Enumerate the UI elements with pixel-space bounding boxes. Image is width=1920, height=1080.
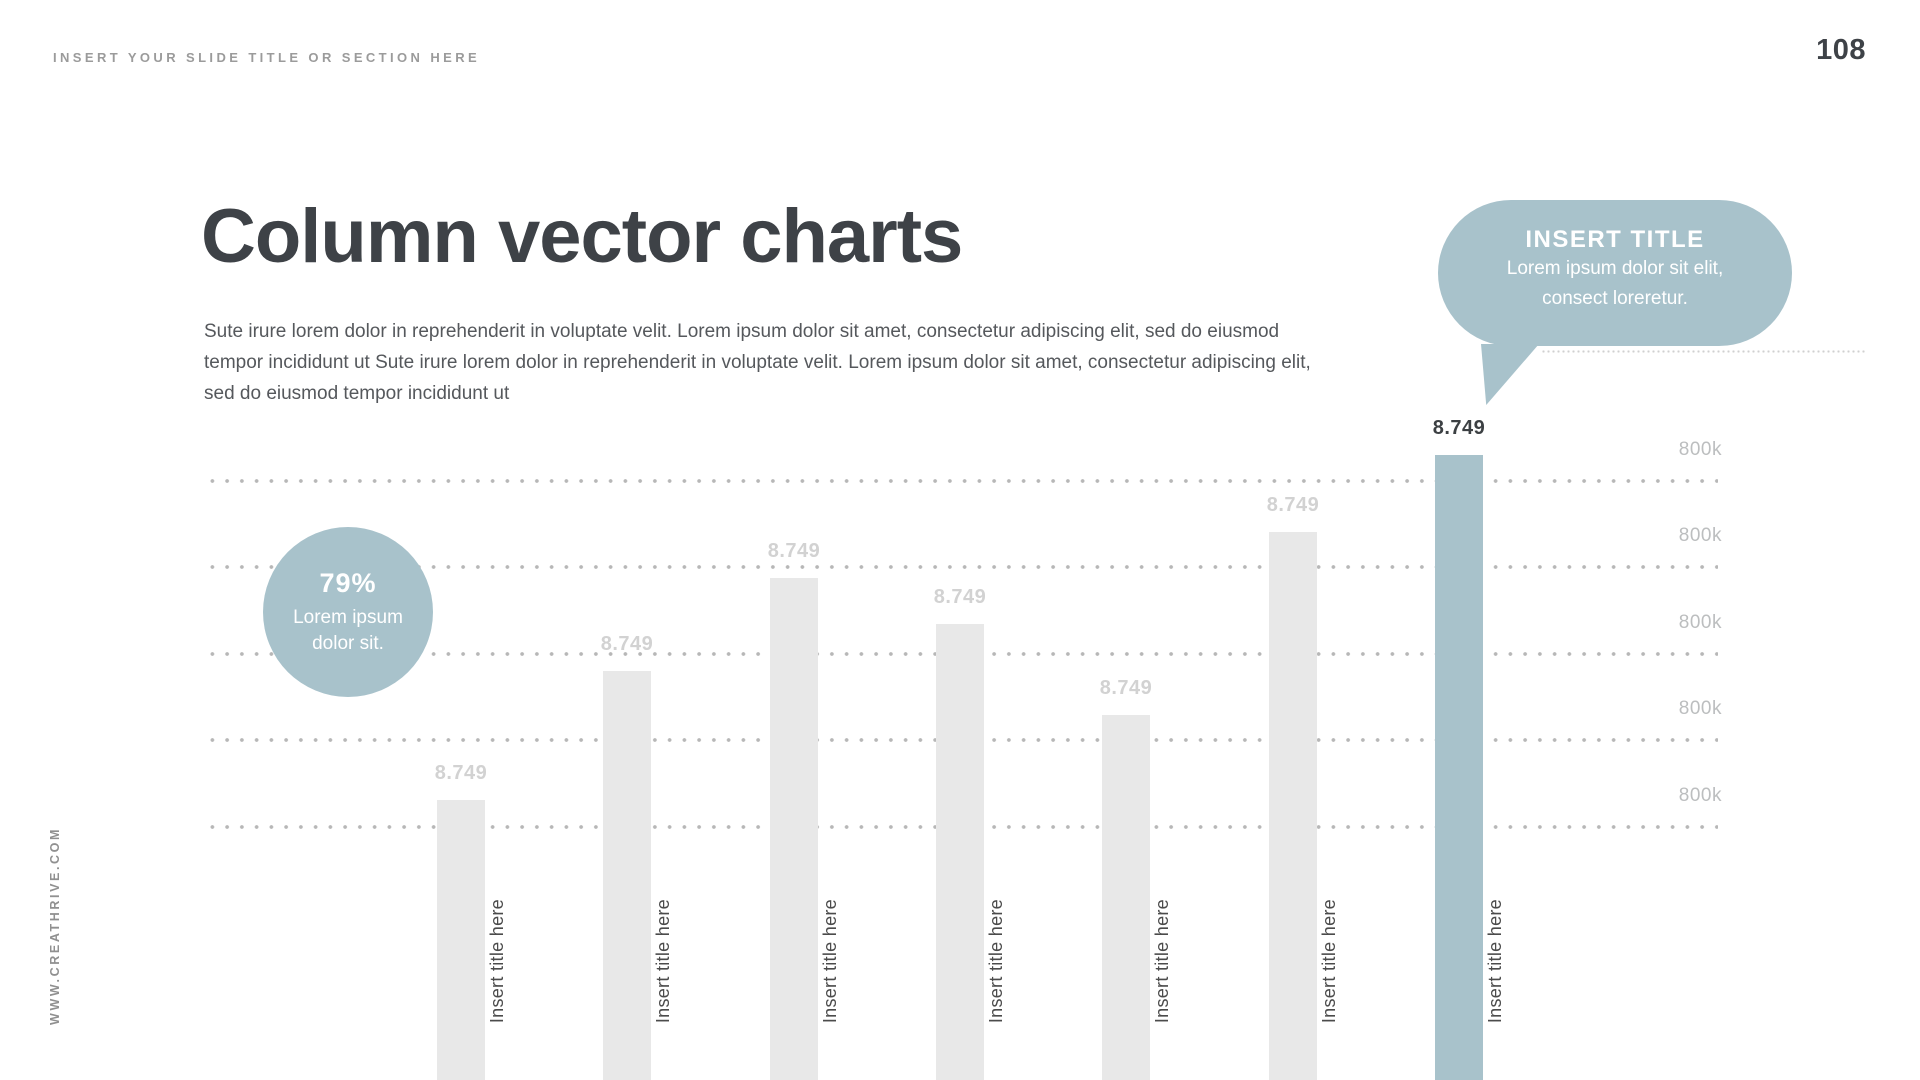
bar-category-label: Insert title here bbox=[1152, 898, 1172, 1023]
bar-category-label: Insert title here bbox=[1319, 898, 1339, 1023]
chart-gridline bbox=[205, 565, 1718, 569]
slide-section-title: INSERT YOUR SLIDE TITLE OR SECTION HERE bbox=[53, 50, 481, 65]
bar-value-label: 8.749 bbox=[1266, 494, 1320, 516]
y-axis-tick-label: 800k bbox=[1678, 525, 1722, 546]
chart-bar bbox=[936, 624, 984, 1080]
bar-value-label: 8.749 bbox=[434, 762, 488, 784]
callout-title: INSERT TITLE bbox=[1525, 226, 1705, 253]
y-axis-tick-label: 800k bbox=[1678, 698, 1722, 719]
badge-value: 79% bbox=[319, 567, 377, 598]
chart-bar-highlighted bbox=[1435, 455, 1483, 1080]
bar-value-label: 8.749 bbox=[767, 540, 821, 562]
bar-value-label: 8.749 bbox=[933, 586, 987, 608]
chart-bar bbox=[1102, 715, 1150, 1080]
chart-bar bbox=[770, 578, 818, 1080]
page-title: Column vector charts bbox=[201, 194, 963, 279]
bar-value-label: 8.749 bbox=[1432, 417, 1486, 439]
paragraph-line: sed do eiusmod tempor incididunt ut bbox=[204, 383, 510, 404]
bar-category-label: Insert title here bbox=[820, 898, 840, 1023]
y-axis-tick-label: 800k bbox=[1678, 785, 1722, 806]
chart-bar bbox=[437, 800, 485, 1080]
paragraph-line: tempor incididunt ut Sute irure lorem do… bbox=[204, 352, 1311, 373]
bar-category-label: Insert title here bbox=[986, 898, 1006, 1023]
chart-bar bbox=[1269, 532, 1317, 1080]
callout-line: Lorem ipsum dolor sit elit, bbox=[1506, 258, 1724, 279]
badge-caption: Lorem ipsum dolor sit. bbox=[293, 606, 403, 654]
chart-gridline bbox=[205, 479, 1718, 483]
bar-value-label: 8.749 bbox=[1099, 677, 1153, 699]
bar-category-label: Insert title here bbox=[1485, 898, 1505, 1023]
y-axis-tick-label: 800k bbox=[1678, 439, 1722, 460]
intro-paragraph: Sute irure lorem dolor in reprehenderit … bbox=[204, 316, 1311, 409]
paragraph-line: Sute irure lorem dolor in reprehenderit … bbox=[204, 321, 1280, 342]
bar-category-label: Insert title here bbox=[487, 898, 507, 1023]
chart-bar bbox=[603, 671, 651, 1080]
dotted-divider bbox=[1541, 350, 1866, 353]
callout-line: consect loreretur. bbox=[1542, 288, 1688, 309]
speech-bubble-callout: INSERT TITLE Lorem ipsum dolor sit elit,… bbox=[1438, 200, 1792, 405]
y-axis-tick-label: 800k bbox=[1678, 612, 1722, 633]
percentage-badge: 79% Lorem ipsum dolor sit. bbox=[263, 527, 433, 697]
page-number: 108 bbox=[1816, 34, 1866, 66]
bar-value-label: 8.749 bbox=[600, 633, 654, 655]
bar-category-label: Insert title here bbox=[653, 898, 673, 1023]
website-watermark: WWW.CREATHRIVE.COM bbox=[48, 827, 62, 1025]
